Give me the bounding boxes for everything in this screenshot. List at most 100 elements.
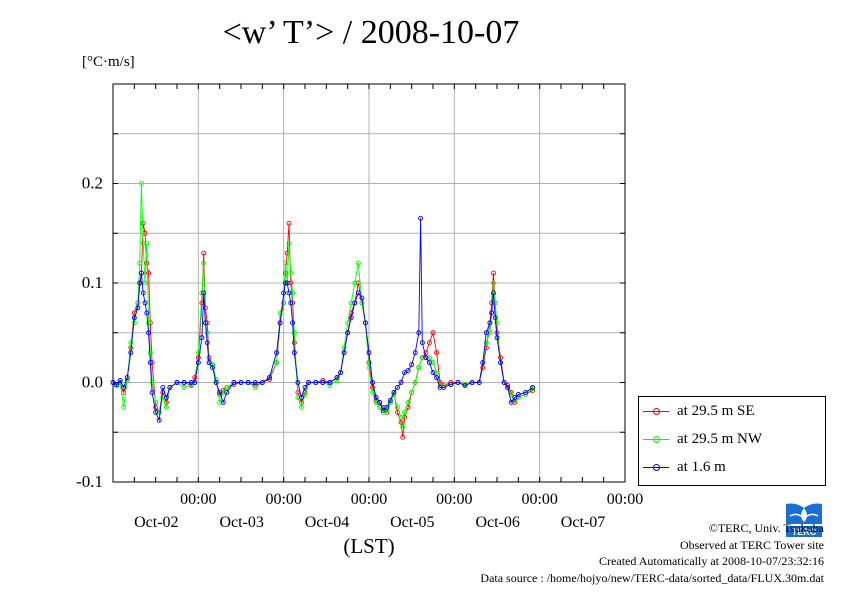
data-point — [121, 404, 127, 410]
data-point — [201, 290, 207, 296]
data-point — [434, 350, 440, 356]
data-point — [426, 360, 432, 366]
data-point — [480, 360, 486, 366]
data-point — [490, 290, 496, 296]
data-point — [409, 390, 415, 395]
x-tick-time-label: 00:00 — [351, 491, 387, 508]
data-point — [494, 335, 500, 341]
data-point — [286, 240, 292, 246]
data-point — [302, 385, 308, 390]
data-point — [224, 390, 230, 395]
data-point — [140, 290, 146, 296]
data-point — [355, 290, 361, 296]
data-point — [412, 380, 418, 385]
data-point — [405, 399, 411, 405]
data-point — [327, 383, 333, 388]
data-point — [298, 394, 304, 400]
data-point — [131, 315, 137, 321]
series-line — [112, 223, 533, 438]
data-point — [146, 320, 152, 326]
y-tick-label: 0.0 — [82, 373, 103, 392]
data-point — [147, 360, 153, 366]
data-point — [387, 397, 393, 403]
data-point — [195, 360, 201, 366]
data-point — [430, 330, 436, 336]
data-point — [220, 399, 226, 405]
data-point — [490, 270, 496, 276]
y-tick-label: 0.2 — [82, 174, 103, 193]
data-point — [282, 260, 288, 266]
data-point — [391, 390, 397, 395]
data-point — [490, 280, 496, 286]
data-point — [128, 340, 134, 346]
data-point — [370, 380, 376, 385]
data-point — [448, 382, 454, 387]
data-point — [384, 404, 390, 410]
data-point — [156, 417, 162, 423]
data-point — [426, 340, 432, 346]
x-tick-date-label: Oct-06 — [475, 514, 519, 531]
data-point — [144, 240, 150, 246]
data-point — [441, 385, 447, 390]
data-point — [135, 305, 141, 311]
data-point — [402, 409, 408, 415]
data-point — [430, 370, 436, 375]
legend-item: at 29.5 m SE — [643, 400, 755, 422]
data-point — [306, 380, 312, 385]
data-point — [313, 380, 319, 385]
data-point — [252, 380, 258, 385]
data-point — [266, 375, 272, 380]
data-point — [416, 365, 422, 371]
data-point — [245, 380, 251, 385]
data-point — [138, 270, 144, 276]
terc-logo: TERC — [784, 502, 824, 543]
data-point — [419, 340, 425, 346]
data-point — [201, 260, 207, 266]
data-point — [201, 250, 207, 256]
data-point — [128, 350, 134, 356]
data-point — [341, 345, 347, 351]
data-point — [167, 385, 173, 390]
data-point — [174, 380, 180, 385]
x-tick-date-label: Oct-03 — [219, 514, 263, 531]
data-point — [146, 330, 152, 336]
data-point — [277, 320, 283, 326]
x-tick-time-label: 00:00 — [607, 491, 643, 508]
data-point — [394, 404, 400, 410]
x-tick-date-label: Oct-02 — [134, 514, 178, 531]
series-line — [112, 183, 533, 428]
data-point — [400, 434, 406, 440]
data-point — [281, 300, 287, 306]
data-point — [274, 350, 280, 356]
data-point — [405, 368, 411, 374]
data-point — [252, 385, 258, 390]
data-point — [522, 390, 528, 395]
data-point — [140, 220, 146, 226]
legend-item: at 29.5 m NW — [643, 428, 762, 450]
legend-item: at 1.6 m — [643, 456, 726, 478]
x-tick-time-label: 00:00 — [436, 491, 472, 508]
data-point — [302, 391, 308, 397]
data-point — [492, 300, 498, 306]
data-point — [530, 385, 536, 390]
data-point — [512, 394, 518, 400]
data-point — [195, 350, 201, 356]
data-point — [153, 409, 159, 415]
data-point — [110, 380, 116, 385]
data-point — [217, 390, 223, 395]
data-point — [231, 380, 237, 385]
data-point — [117, 378, 123, 383]
legend-marker — [643, 406, 669, 416]
data-point — [373, 394, 379, 400]
data-point — [423, 355, 429, 361]
data-point — [149, 390, 155, 395]
data-point — [380, 407, 386, 413]
data-point — [142, 300, 148, 306]
data-point — [462, 383, 468, 388]
data-point — [348, 315, 354, 321]
data-point — [206, 360, 212, 366]
x-tick-date-label: Oct-07 — [561, 514, 605, 531]
data-point — [288, 270, 294, 276]
data-point — [409, 362, 415, 368]
data-point — [498, 360, 504, 366]
